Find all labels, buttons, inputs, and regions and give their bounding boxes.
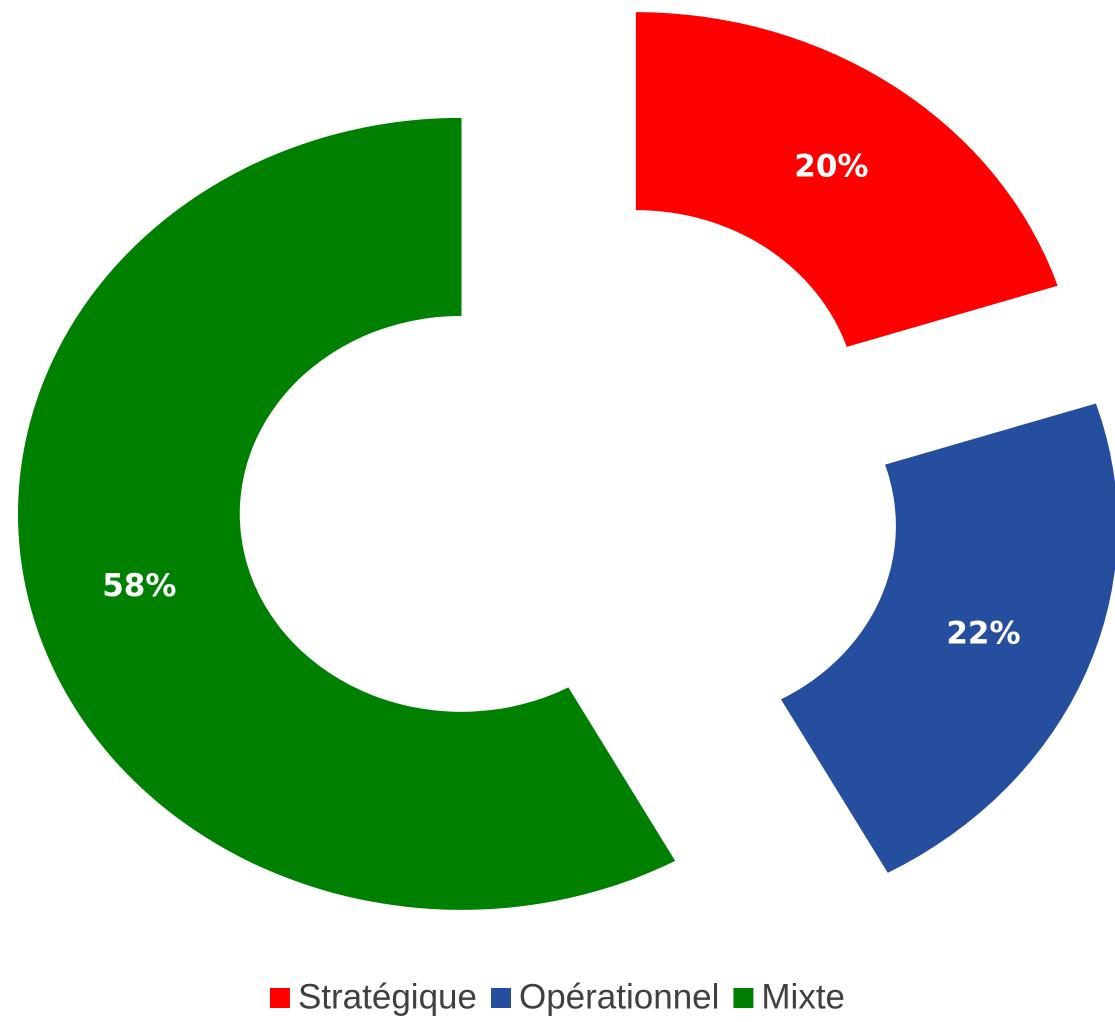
legend-swatch [733, 988, 754, 1008]
donut-slice [780, 403, 1115, 873]
value-label: 22% [946, 616, 1020, 652]
legend-label: Mixte [761, 977, 845, 1016]
legend-swatch [269, 988, 290, 1008]
legend-label: Stratégique [298, 977, 477, 1016]
value-label: 20% [794, 148, 868, 184]
donut-slice [635, 12, 1058, 347]
legend-label: Opérationnel [519, 977, 719, 1016]
value-label: 58% [102, 568, 176, 604]
donut-slice [17, 117, 676, 910]
legend-swatch [490, 988, 511, 1008]
